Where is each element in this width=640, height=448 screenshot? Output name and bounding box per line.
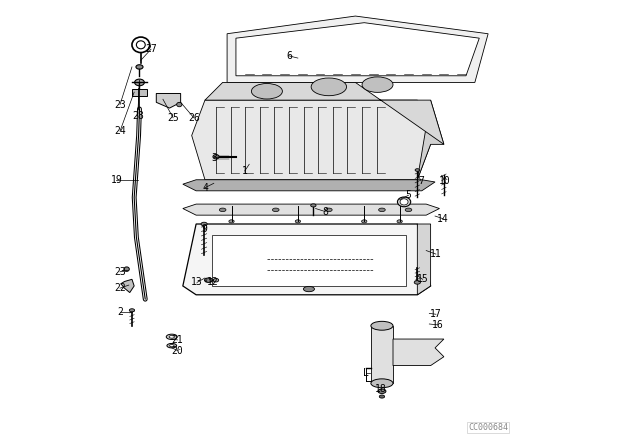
Ellipse shape — [303, 286, 314, 292]
Ellipse shape — [213, 155, 219, 159]
Ellipse shape — [273, 208, 279, 211]
Polygon shape — [212, 235, 406, 286]
Text: 24: 24 — [114, 126, 126, 136]
Ellipse shape — [362, 220, 367, 223]
Polygon shape — [192, 100, 431, 180]
Text: 23: 23 — [114, 99, 126, 110]
Ellipse shape — [414, 280, 420, 284]
Text: 10: 10 — [439, 176, 451, 185]
Text: 7: 7 — [418, 176, 424, 185]
Ellipse shape — [124, 267, 129, 271]
Ellipse shape — [136, 65, 143, 69]
Ellipse shape — [400, 199, 408, 205]
Polygon shape — [371, 326, 393, 383]
Ellipse shape — [397, 220, 403, 223]
Ellipse shape — [311, 78, 346, 96]
Ellipse shape — [326, 208, 332, 211]
Ellipse shape — [134, 79, 145, 86]
Text: 27: 27 — [145, 44, 157, 54]
Ellipse shape — [378, 389, 386, 393]
Ellipse shape — [379, 208, 385, 211]
Polygon shape — [236, 23, 479, 76]
Ellipse shape — [295, 220, 301, 223]
Text: 20: 20 — [172, 345, 184, 356]
Ellipse shape — [129, 309, 134, 312]
Ellipse shape — [220, 208, 226, 211]
Ellipse shape — [167, 344, 177, 348]
Text: 9: 9 — [201, 224, 207, 234]
Ellipse shape — [229, 220, 234, 223]
Text: 4: 4 — [202, 183, 208, 193]
Polygon shape — [227, 16, 488, 82]
Text: 2: 2 — [117, 306, 123, 317]
Polygon shape — [205, 82, 444, 144]
Text: 28: 28 — [132, 111, 143, 121]
Polygon shape — [121, 279, 134, 293]
Text: 5: 5 — [406, 190, 412, 200]
Text: CC000684: CC000684 — [468, 423, 508, 432]
Polygon shape — [156, 94, 180, 108]
Text: 16: 16 — [432, 320, 444, 330]
Polygon shape — [183, 180, 435, 191]
Ellipse shape — [371, 379, 393, 388]
Text: 18: 18 — [375, 384, 387, 395]
Polygon shape — [417, 100, 444, 180]
Ellipse shape — [252, 83, 282, 99]
Ellipse shape — [415, 169, 420, 171]
Text: 19: 19 — [111, 175, 122, 185]
Ellipse shape — [362, 77, 393, 92]
Text: 12: 12 — [207, 277, 219, 288]
Text: 17: 17 — [430, 309, 442, 319]
Text: 25: 25 — [167, 113, 179, 123]
Ellipse shape — [310, 204, 316, 207]
Ellipse shape — [405, 208, 412, 211]
Polygon shape — [183, 224, 431, 295]
Text: 22: 22 — [114, 283, 126, 293]
Ellipse shape — [371, 321, 393, 330]
Ellipse shape — [201, 222, 207, 226]
Text: 1: 1 — [242, 166, 248, 176]
Text: 15: 15 — [417, 274, 429, 284]
Polygon shape — [417, 224, 431, 295]
Text: 13: 13 — [191, 277, 203, 288]
Text: 6: 6 — [286, 51, 292, 61]
Text: 8: 8 — [323, 207, 328, 217]
Text: L: L — [363, 368, 369, 378]
Ellipse shape — [205, 278, 212, 282]
Ellipse shape — [169, 336, 175, 338]
Text: 14: 14 — [437, 214, 449, 224]
Bar — [132, 89, 147, 96]
Ellipse shape — [380, 395, 385, 398]
Ellipse shape — [166, 334, 177, 340]
Ellipse shape — [397, 197, 411, 207]
Text: 11: 11 — [430, 249, 442, 259]
Ellipse shape — [213, 278, 219, 282]
Ellipse shape — [170, 345, 174, 347]
Text: 26: 26 — [188, 113, 200, 123]
Polygon shape — [183, 204, 440, 215]
Ellipse shape — [177, 102, 182, 107]
Polygon shape — [393, 339, 444, 366]
Text: 21: 21 — [172, 335, 184, 345]
Text: 3: 3 — [211, 153, 217, 163]
Text: 23: 23 — [114, 267, 126, 277]
